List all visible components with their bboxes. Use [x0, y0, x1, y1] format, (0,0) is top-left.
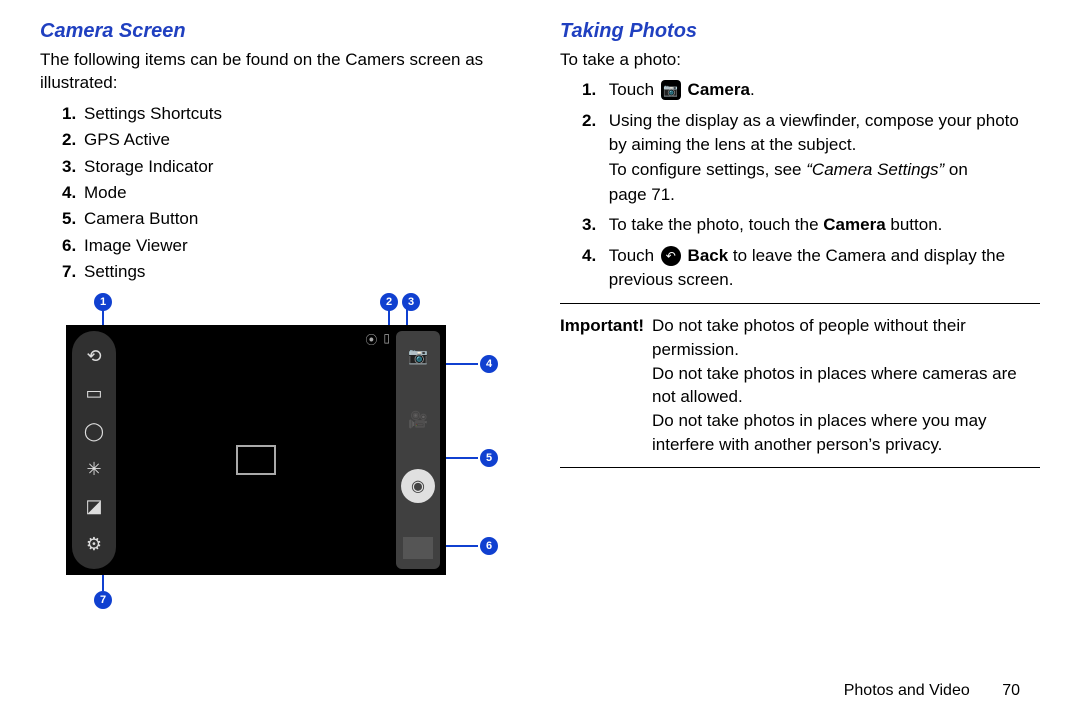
switch-camera-icon: ⟲	[81, 343, 107, 369]
effects-icon: ✳	[81, 456, 107, 482]
taking-photos-heading: Taking Photos	[560, 20, 1040, 43]
exposure-icon: ◪	[81, 494, 107, 520]
callout-line	[444, 457, 478, 459]
camera-app-icon: 📷	[661, 80, 681, 100]
right-control-bar: 📷 🎥 ◉	[396, 331, 440, 569]
video-mode-icon: 🎥	[403, 405, 433, 435]
list-item: 3.Storage Indicator	[62, 154, 520, 180]
list-item: 2.GPS Active	[62, 127, 520, 153]
image-viewer-thumb	[403, 537, 433, 559]
list-item: 7.Settings	[62, 259, 520, 285]
camera-screenshot: ⟲ ▭ ◯ ✳ ◪ ⚙ ⦿ ▯ 📷 🎥 ◉	[66, 325, 446, 575]
list-item: 5.Camera Button	[62, 206, 520, 232]
important-label: Important!	[560, 314, 652, 457]
mode-icon: 📷	[403, 341, 433, 371]
step-item: 4. Touch ↶ Back to leave the Camera and …	[582, 244, 1040, 293]
list-item: 4.Mode	[62, 180, 520, 206]
callout-badge: 7	[94, 591, 112, 609]
important-text: Do not take photos of people without the…	[652, 314, 1040, 457]
gps-icon: ⦿	[365, 331, 377, 348]
callout-badge: 4	[480, 355, 498, 373]
callout-badge: 6	[480, 537, 498, 555]
taking-photos-intro: To take a photo:	[560, 49, 1040, 72]
settings-shortcuts-bar: ⟲ ▭ ◯ ✳ ◪ ⚙	[72, 331, 116, 569]
list-item: 1.Settings Shortcuts	[62, 101, 520, 127]
page-number: 70	[1002, 682, 1020, 699]
divider	[560, 303, 1040, 304]
callout-line	[102, 573, 104, 591]
callout-line	[444, 545, 478, 547]
callout-line	[444, 363, 478, 365]
status-indicators: ⦿ ▯	[365, 331, 390, 348]
right-column: Taking Photos To take a photo: 1. Touch …	[540, 20, 1040, 700]
manual-page: Camera Screen The following items can be…	[0, 0, 1080, 720]
important-note: Important! Do not take photos of people …	[560, 314, 1040, 457]
step-item: 3. To take the photo, touch the Camera b…	[582, 213, 1040, 238]
taking-photos-steps: 1. Touch 📷 Camera. 2. Using the display …	[560, 78, 1040, 293]
left-column: Camera Screen The following items can be…	[40, 20, 540, 700]
footer-section: Photos and Video	[844, 682, 970, 699]
step-item: 2. Using the display as a viewfinder, co…	[582, 109, 1040, 208]
page-footer: Photos and Video 70	[844, 682, 1020, 700]
camera-screen-intro: The following items can be found on the …	[40, 49, 520, 95]
step-item: 1. Touch 📷 Camera.	[582, 78, 1040, 103]
back-icon: ↶	[661, 246, 681, 266]
callout-badge: 1	[94, 293, 112, 311]
callout-badge: 2	[380, 293, 398, 311]
gear-icon: ⚙	[81, 531, 107, 557]
camera-figure: 1 2 3 4 5 6 7 ⟲ ▭ ◯ ✳ ◪ ⚙ ⦿ ▯	[40, 299, 480, 609]
storage-icon: ▯	[383, 331, 390, 348]
camera-screen-heading: Camera Screen	[40, 20, 520, 43]
focus-rectangle	[236, 445, 276, 475]
divider	[560, 467, 1040, 468]
list-item: 6.Image Viewer	[62, 233, 520, 259]
timer-icon: ◯	[81, 418, 107, 444]
camera-items-list: 1.Settings Shortcuts 2.GPS Active 3.Stor…	[40, 101, 520, 285]
shutter-button-icon: ◉	[401, 469, 435, 503]
callout-badge: 3	[402, 293, 420, 311]
callout-badge: 5	[480, 449, 498, 467]
flash-icon: ▭	[81, 381, 107, 407]
